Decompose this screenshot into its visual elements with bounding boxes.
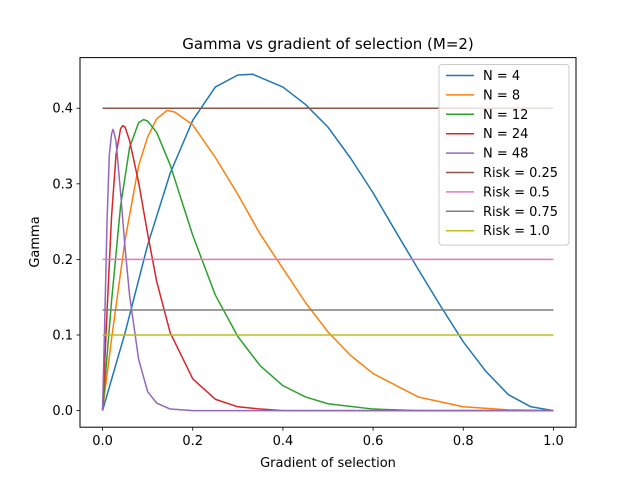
legend: N = 4 N = 8 N = 12 N = 24 N = 48 Risk = 0.25 R…: [438, 64, 570, 246]
x-tick-label: 0.0: [92, 434, 113, 449]
legend-label: N = 8: [483, 88, 520, 103]
plot-lines: [101, 73, 554, 412]
series-line-4: [101, 128, 554, 412]
x-tick-label: 1.0: [543, 434, 564, 449]
y-tick-label: 0.2: [52, 253, 73, 268]
y-tick-label: 0.0: [52, 404, 73, 419]
legend-label: N = 4: [483, 69, 520, 84]
x-tick-label: 0.8: [453, 434, 474, 449]
legend-box: [438, 64, 570, 246]
legend-label: Risk = 0.5: [483, 185, 550, 200]
y-tick-label: 0.1: [52, 328, 73, 343]
chart-title: Gamma vs gradient of selection (M=2): [182, 35, 474, 53]
series-line-2: [101, 118, 554, 412]
x-axis-label: Gradient of selection: [260, 456, 396, 471]
y-tick-label: 0.4: [52, 102, 73, 117]
y-tick-label: 0.3: [52, 177, 73, 192]
legend-label: Risk = 1.0: [483, 224, 550, 239]
x-tick-label: 0.6: [363, 434, 384, 449]
y-axis-label: Gamma: [28, 216, 43, 267]
series-line-1: [101, 109, 554, 412]
axes-frame: [79, 57, 577, 428]
legend-label: Risk = 0.25: [483, 166, 558, 181]
series-line-3: [101, 124, 554, 412]
y-axis-ticks: 0.0 0.1 0.2 0.3 0.4: [52, 102, 80, 419]
legend-label: N = 48: [483, 147, 528, 162]
x-tick-label: 0.4: [273, 434, 294, 449]
legend-label: N = 24: [483, 127, 528, 142]
legend-label: N = 12: [483, 108, 528, 123]
legend-label: Risk = 0.75: [483, 205, 558, 220]
x-tick-label: 0.2: [182, 434, 203, 449]
x-axis-ticks: 0.0 0.2 0.4 0.6 0.8 1.0: [92, 427, 564, 449]
series-line-0: [101, 73, 554, 412]
